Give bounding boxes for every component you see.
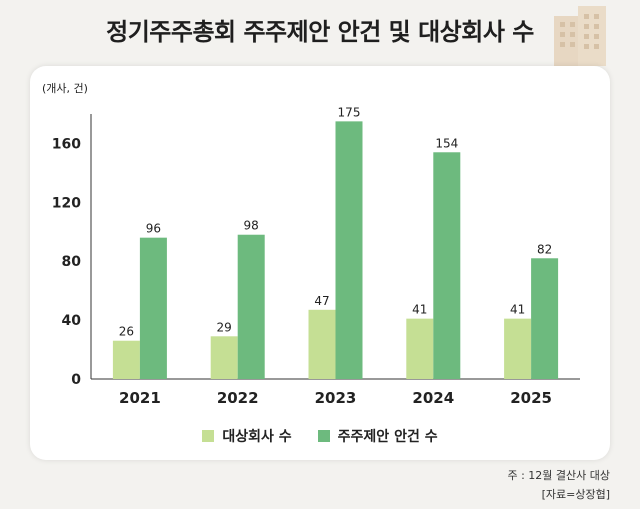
source-note: [자료=상장협]	[541, 488, 610, 501]
legend-label-proposals: 주주제안 안건 수	[337, 429, 438, 445]
bar-proposals	[531, 258, 559, 379]
legend-swatch-proposals	[317, 430, 330, 442]
bar-proposals	[237, 234, 265, 379]
legend-label-companies: 대상회사 수	[222, 429, 292, 445]
data-label-companies: 41	[510, 303, 525, 317]
data-label-proposals: 175	[338, 105, 361, 119]
bar-companies	[504, 318, 532, 379]
data-label-proposals: 154	[435, 136, 458, 150]
data-label-proposals: 82	[537, 242, 552, 256]
data-label-companies: 26	[119, 325, 134, 339]
y-tick-label: 80	[62, 254, 82, 270]
bar-companies	[112, 340, 140, 379]
bar-proposals	[433, 152, 461, 379]
bar-companies	[406, 318, 434, 379]
data-label-proposals: 96	[146, 222, 161, 236]
data-label-companies: 41	[412, 303, 427, 317]
x-tick-label: 2023	[315, 389, 357, 407]
y-tick-label: 120	[52, 195, 81, 211]
y-tick-label: 40	[62, 313, 82, 329]
bar-proposals	[139, 237, 167, 379]
x-tick-label: 2025	[510, 389, 552, 407]
x-tick-label: 2022	[217, 389, 259, 407]
legend-item-proposals: 주주제안 안건 수	[317, 426, 438, 446]
bar-companies	[210, 336, 238, 379]
legend: 대상회사 수 주주제안 안건 수	[0, 426, 640, 446]
legend-item-companies: 대상회사 수	[202, 426, 292, 446]
chart-card: (개사, 건) 0 40 80 120 160 26 96 2021 29 98 2022 47 175 2…	[30, 66, 610, 460]
y-tick-label: 160	[52, 136, 81, 152]
bar-companies	[308, 309, 336, 379]
bar-chart: (개사, 건) 0 40 80 120 160 26 96 2021 29 98 2022 47 175 2…	[42, 82, 580, 407]
chart-title: 정기주주총회 주주제안 안건 및 대상회사 수	[106, 18, 534, 46]
x-tick-label: 2024	[412, 389, 454, 407]
building-icon	[554, 6, 606, 66]
data-label-companies: 29	[217, 320, 232, 334]
footnote: 주 : 12월 결산사 대상	[507, 469, 610, 482]
data-label-companies: 47	[314, 294, 329, 308]
y-axis-unit-label: (개사, 건)	[42, 82, 88, 95]
x-tick-label: 2021	[119, 389, 161, 407]
bar-proposals	[335, 121, 363, 379]
legend-swatch-companies	[202, 430, 215, 442]
y-tick-label: 0	[71, 372, 81, 388]
data-label-proposals: 98	[244, 219, 259, 233]
